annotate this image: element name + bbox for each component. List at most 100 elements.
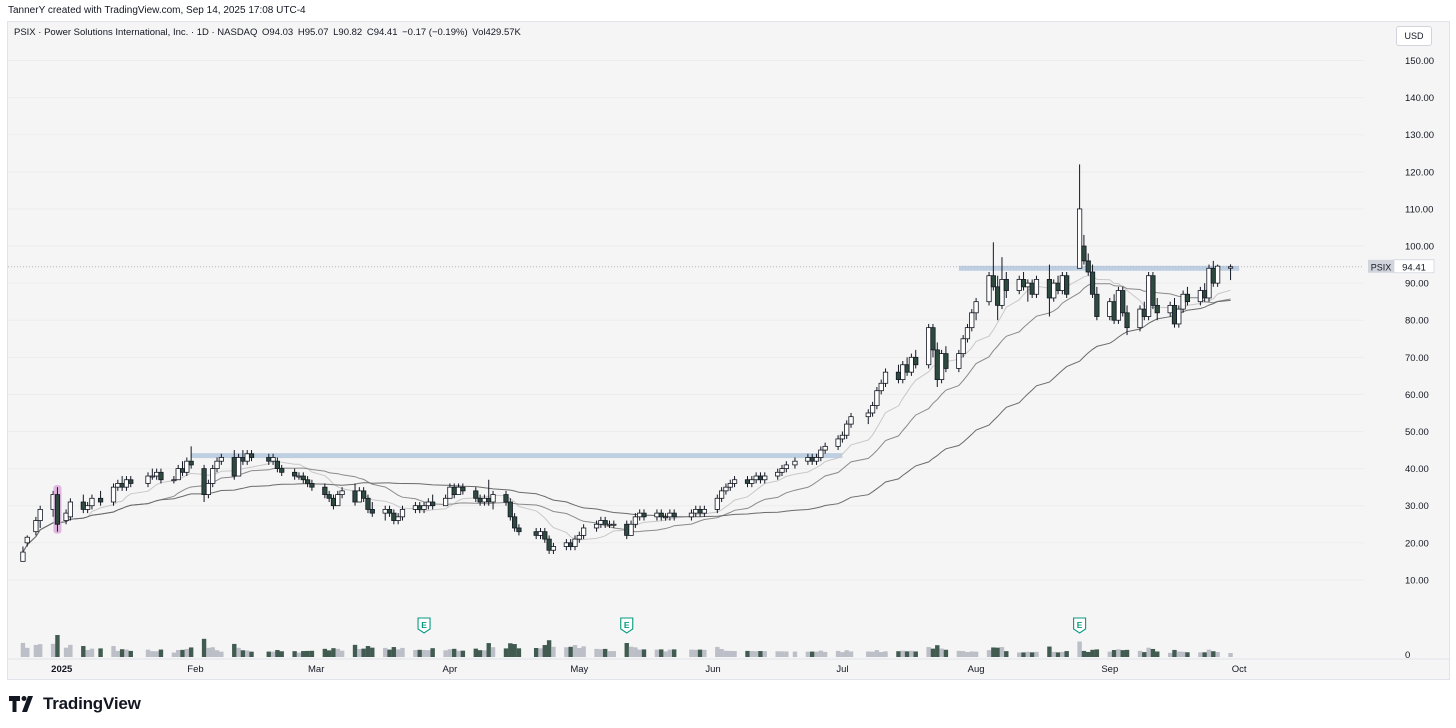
candle [593,520,600,532]
candle [37,505,43,528]
volume-bar [508,643,513,657]
candle-up-body [149,475,155,478]
resistance-band-high [958,265,1240,271]
volume-bar [1202,652,1207,657]
chart-frame[interactable]: 0 E E E 150.00 140.00 130.00 120.00 110.00 100.… [7,21,1450,680]
candle-up-body [593,523,600,529]
candle-up-body [481,497,488,503]
candle [361,487,367,502]
volume-bar [361,648,366,657]
y-tick-label: 130.00 [1405,130,1434,141]
volume-bar [301,651,306,657]
candle-up-body [874,390,880,406]
candle-up-body [576,534,582,540]
price-tag-value: 94.41 [1402,262,1426,273]
candle [369,502,375,517]
currency-button[interactable]: USD [1396,26,1432,46]
candle [697,505,703,517]
candle [214,457,220,473]
volume-bar [732,651,737,657]
candle [97,490,104,506]
volume-bar [210,647,215,657]
candle-down-body [369,509,375,514]
candle-up-body [908,356,915,373]
x-tick-label: Apr [443,664,458,675]
y-tick-label: 140.00 [1405,93,1434,104]
candle-down-body [274,460,281,470]
candle-up-body [598,520,604,525]
candle [701,505,707,517]
volume-bar [533,648,539,657]
candle-up-body [1197,290,1203,303]
candle [727,479,733,491]
y-tick-label: 20.00 [1405,538,1429,549]
tradingview-logo[interactable]: TradingView [9,694,141,714]
volume-bar [1090,649,1095,657]
candle-down-body [128,479,134,484]
candle [1085,253,1091,276]
candle-down-body [913,356,919,366]
candle [813,453,820,465]
candle-up-body [455,486,462,495]
candle [1184,286,1191,306]
candle-up-body [900,364,906,380]
candle [904,357,910,376]
earnings-marker: E [620,617,634,634]
candle [628,520,634,536]
candle [956,349,962,373]
candle-down-body [300,475,306,481]
candle [895,364,902,384]
candle [154,468,160,480]
candle [749,476,755,488]
candlestick-chart[interactable]: 0 E E E 150.00 140.00 130.00 120.00 110.00 100.… [8,22,1449,679]
volume-bar [89,648,95,657]
symbol-legend: PSIX · Power Solutions International, In… [14,27,523,38]
earnings-marker-label: E [421,620,427,630]
candle-up-body [210,468,216,484]
volume-bar [715,646,720,657]
volume-bar [844,650,849,657]
candle [943,346,949,373]
candle-down-body [1046,279,1053,299]
volume-bar [693,649,698,657]
candle-down-body [1154,304,1160,314]
candle-up-body [869,405,876,414]
candle-up-body [395,516,401,521]
tradingview-logo-icon [9,696,33,712]
volume-bar [240,650,246,657]
candle-up-body [839,434,845,440]
volume-bar [1064,651,1069,657]
volume-bar [671,649,677,657]
candle [999,257,1005,310]
x-tick-label: Feb [187,664,203,675]
candle [546,535,552,554]
volume-bar [607,651,612,657]
volume-bar [145,649,151,657]
candle [568,539,574,551]
volume-bar [960,651,966,657]
candle-up-body [714,497,720,510]
candle [1020,272,1027,291]
volume-bar [749,651,755,657]
candle-down-body [97,497,104,503]
candle-up-body [1167,304,1173,314]
candle [1146,272,1152,321]
volume-bar [848,651,854,657]
volume-bar [1086,651,1091,657]
volume-bar [326,650,332,657]
candle [240,450,246,465]
candle-down-body [1124,312,1130,329]
candle-down-body [473,490,479,499]
candle [421,502,427,514]
candle-up-body [960,338,966,355]
candle-up-body [1206,267,1212,299]
candle [1055,275,1061,295]
candle [304,476,311,488]
price-grid [8,60,1364,581]
candle [1120,286,1126,317]
candle-up-body [244,453,250,462]
volume-bar [245,650,250,657]
volume-bar [1150,648,1156,657]
price-axis: 150.00 140.00 130.00 120.00 110.00 100.00 90.0… [1405,56,1434,586]
volume-bar [309,650,315,657]
